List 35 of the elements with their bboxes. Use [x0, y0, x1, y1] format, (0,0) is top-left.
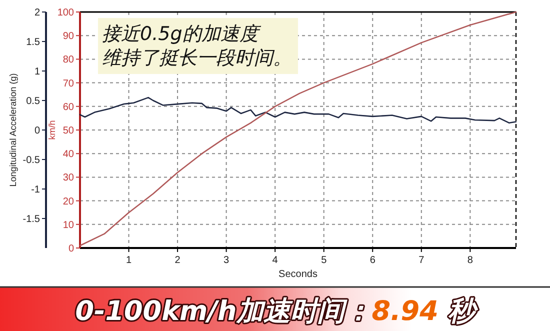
- x-axis-title: Seconds: [278, 269, 318, 280]
- y-tick-label: 0.5: [26, 96, 40, 107]
- y2-tick-label: 40: [62, 149, 74, 160]
- x-tick-label: 1: [126, 255, 132, 266]
- x-tick-label: 3: [224, 255, 230, 266]
- y2-tick-label: 0: [68, 244, 74, 254]
- y2-tick-label: 50: [62, 126, 74, 136]
- y-tick-label: -1.5: [22, 214, 40, 225]
- y2-tick-label: 90: [62, 31, 74, 42]
- y-axis-title: Longitudinal Acceleration (g): [8, 73, 18, 187]
- line-series: [79, 96, 517, 124]
- x-tick-label: 6: [370, 255, 376, 266]
- x-tick-label: 4: [272, 255, 278, 266]
- y-tick-label: -1: [31, 184, 40, 196]
- y-tick-label: 0: [34, 126, 40, 136]
- x-tick-label: 8: [467, 255, 474, 266]
- y-tick-label: -0.5: [22, 155, 40, 166]
- y2-tick-label: 10: [62, 220, 74, 231]
- annotation: 维持了挺长一段时间。: [102, 47, 292, 69]
- y2-tick-label: 80: [62, 54, 74, 66]
- y-tick-label: 1.5: [26, 37, 40, 48]
- y2-tick-label: 100: [57, 8, 74, 18]
- y2-tick-label: 70: [62, 78, 74, 90]
- x-tick-label: 5: [321, 255, 328, 266]
- y2-tick-label: 60: [62, 102, 74, 113]
- y2-tick-label: 30: [62, 172, 74, 184]
- annotation: 接近0.5g的加速度: [102, 23, 262, 45]
- y-tick-label: 2: [34, 8, 40, 18]
- y2-tick-label: 20: [62, 196, 74, 208]
- y-tick-label: 1: [34, 66, 40, 78]
- x-tick-label: 2: [174, 255, 181, 266]
- text: 0-100km/h加速时间：8.94 秒: [75, 296, 479, 327]
- line-series: [79, 11, 517, 246]
- x-tick-label: 7: [418, 255, 425, 266]
- y2-axis-title: km/h: [47, 120, 57, 140]
